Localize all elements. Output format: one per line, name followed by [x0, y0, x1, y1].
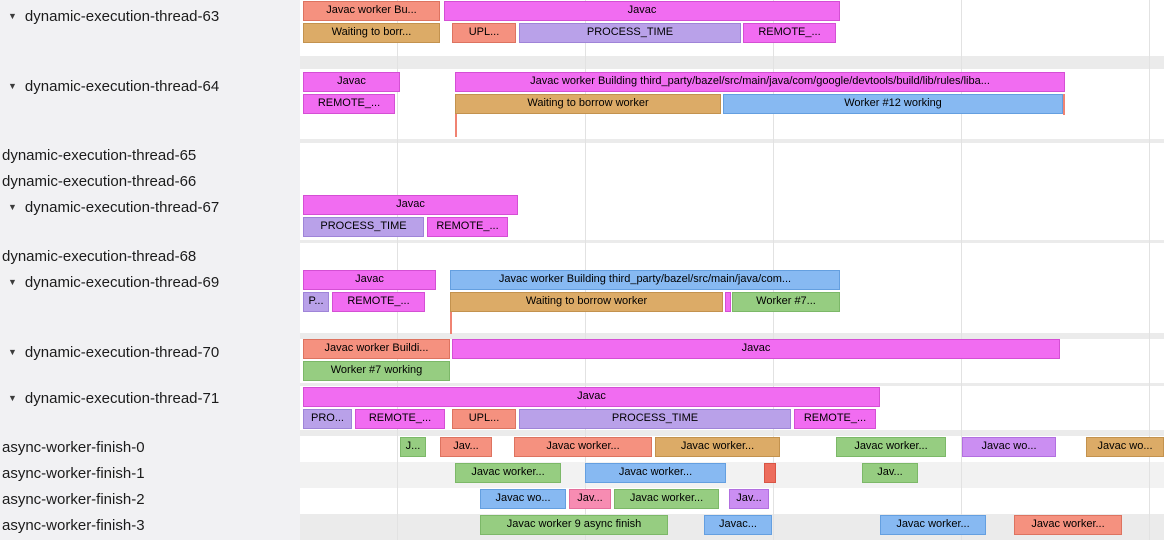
track-name-label: async-worker-finish-3: [2, 516, 145, 534]
trace-slice[interactable]: Javac: [303, 72, 400, 92]
time-gridline: [961, 0, 962, 540]
track-name-row[interactable]: dynamic-execution-thread-68: [2, 247, 196, 265]
trace-slice[interactable]: PROCESS_TIME: [519, 23, 741, 43]
track-name-row[interactable]: ▼ dynamic-execution-thread-71: [8, 389, 219, 407]
trace-slice[interactable]: PROCESS_TIME: [303, 217, 424, 237]
trace-slice[interactable]: Javac worker...: [880, 515, 986, 535]
track-name-label: dynamic-execution-thread-69: [24, 273, 220, 291]
trace-slice[interactable]: Javac worker 9 async finish: [480, 515, 668, 535]
track-name-label: dynamic-execution-thread-64: [24, 77, 220, 95]
row-stripe: [300, 240, 1164, 243]
collapse-triangle-icon[interactable]: ▼: [8, 81, 17, 91]
track-name-row: async-worker-finish-1: [2, 464, 145, 482]
track-name-label: async-worker-finish-0: [2, 438, 145, 456]
track-name-label: async-worker-finish-2: [2, 490, 145, 508]
collapse-triangle-icon[interactable]: ▼: [8, 277, 17, 287]
track-name-row[interactable]: ▼ dynamic-execution-thread-67: [8, 198, 219, 216]
track-name-label: dynamic-execution-thread-70: [24, 343, 220, 361]
trace-slice[interactable]: Javac worker...: [585, 463, 726, 483]
trace-slice[interactable]: Jav...: [440, 437, 492, 457]
trace-slice[interactable]: Javac wo...: [1086, 437, 1164, 457]
track-name-row[interactable]: dynamic-execution-thread-65: [2, 146, 196, 164]
trace-slice[interactable]: Javac worker...: [655, 437, 780, 457]
trace-slice[interactable]: Javac wo...: [480, 489, 566, 509]
track-name-row[interactable]: ▼ dynamic-execution-thread-69: [8, 273, 219, 291]
trace-slice[interactable]: Javac worker Building third_party/bazel/…: [455, 72, 1065, 92]
row-stripe: [300, 383, 1164, 386]
row-stripe: [300, 430, 1164, 436]
track-name-label: dynamic-execution-thread-71: [24, 389, 220, 407]
row-stripe: [300, 333, 1164, 339]
trace-slice[interactable]: Worker #7 working: [303, 361, 450, 381]
time-gridline: [1149, 0, 1150, 540]
trace-slice[interactable]: Javac...: [704, 515, 772, 535]
trace-slice[interactable]: Waiting to borr...: [303, 23, 440, 43]
row-stripe: [300, 462, 1164, 488]
trace-slice[interactable]: REMOTE_...: [743, 23, 836, 43]
trace-slice[interactable]: Javac worker Building third_party/bazel/…: [450, 270, 840, 290]
trace-slice[interactable]: [725, 292, 731, 312]
track-name-row[interactable]: ▼ dynamic-execution-thread-63: [8, 7, 219, 25]
track-name-label: dynamic-execution-thread-65: [2, 146, 197, 164]
track-name-label: dynamic-execution-thread-67: [24, 198, 220, 216]
instant-event-marker[interactable]: [455, 114, 457, 137]
track-name-sidebar: ▼ dynamic-execution-thread-63 ▼ dynamic-exe…: [0, 0, 300, 540]
trace-slice[interactable]: Javac worker...: [836, 437, 946, 457]
instant-event-marker[interactable]: [450, 312, 452, 334]
track-name-label: dynamic-execution-thread-68: [2, 247, 197, 265]
trace-slice[interactable]: Javac: [444, 1, 840, 21]
trace-slice[interactable]: REMOTE_...: [355, 409, 445, 429]
trace-slice[interactable]: Javac worker...: [455, 463, 561, 483]
trace-slice[interactable]: Javac: [303, 270, 436, 290]
track-name-row[interactable]: dynamic-execution-thread-66: [2, 172, 196, 190]
trace-slice[interactable]: REMOTE_...: [427, 217, 508, 237]
collapse-triangle-icon[interactable]: ▼: [8, 202, 17, 212]
trace-slice[interactable]: Javac worker...: [614, 489, 719, 509]
track-name-label: async-worker-finish-1: [2, 464, 145, 482]
trace-slice[interactable]: PRO...: [303, 409, 352, 429]
trace-slice[interactable]: REMOTE_...: [794, 409, 876, 429]
trace-slice[interactable]: P...: [303, 292, 329, 312]
trace-slice[interactable]: J...: [400, 437, 426, 457]
trace-slice[interactable]: Waiting to borrow worker: [455, 94, 721, 114]
track-name-label: dynamic-execution-thread-66: [2, 172, 197, 190]
track-name-row: async-worker-finish-3: [2, 516, 145, 534]
trace-slice[interactable]: REMOTE_...: [332, 292, 425, 312]
collapse-triangle-icon[interactable]: ▼: [8, 393, 17, 403]
row-stripe: [300, 139, 1164, 143]
trace-slice[interactable]: Javac worker Buildi...: [303, 339, 450, 359]
trace-slice[interactable]: REMOTE_...: [303, 94, 395, 114]
trace-slice[interactable]: Jav...: [862, 463, 918, 483]
trace-slice[interactable]: PROCESS_TIME: [519, 409, 791, 429]
trace-slice[interactable]: UPL...: [452, 409, 516, 429]
trace-slice[interactable]: Jav...: [569, 489, 611, 509]
trace-slice[interactable]: [764, 463, 776, 483]
trace-slice[interactable]: Javac: [303, 195, 518, 215]
trace-slice[interactable]: Jav...: [729, 489, 769, 509]
trace-slice[interactable]: Waiting to borrow worker: [450, 292, 723, 312]
trace-slice[interactable]: Javac: [452, 339, 1060, 359]
track-name-row: async-worker-finish-0: [2, 438, 145, 456]
trace-slice[interactable]: Javac worker...: [1014, 515, 1122, 535]
trace-slice[interactable]: Javac worker...: [514, 437, 652, 457]
track-name-label: dynamic-execution-thread-63: [24, 7, 220, 25]
trace-slice[interactable]: Javac worker Bu...: [303, 1, 440, 21]
trace-slice[interactable]: Worker #7...: [732, 292, 840, 312]
trace-slice[interactable]: Javac: [303, 387, 880, 407]
trace-slice[interactable]: Worker #12 working: [723, 94, 1063, 114]
timeline-canvas[interactable]: Javac worker Bu... Javac Waiting to borr..…: [300, 0, 1164, 540]
trace-slice[interactable]: Javac wo...: [962, 437, 1056, 457]
track-name-row[interactable]: ▼ dynamic-execution-thread-70: [8, 343, 219, 361]
track-name-row: async-worker-finish-2: [2, 490, 145, 508]
row-stripe: [300, 56, 1164, 69]
collapse-triangle-icon[interactable]: ▼: [8, 347, 17, 357]
collapse-triangle-icon[interactable]: ▼: [8, 11, 17, 21]
trace-slice[interactable]: UPL...: [452, 23, 516, 43]
track-name-row[interactable]: ▼ dynamic-execution-thread-64: [8, 77, 219, 95]
instant-event-marker[interactable]: [1063, 94, 1065, 115]
